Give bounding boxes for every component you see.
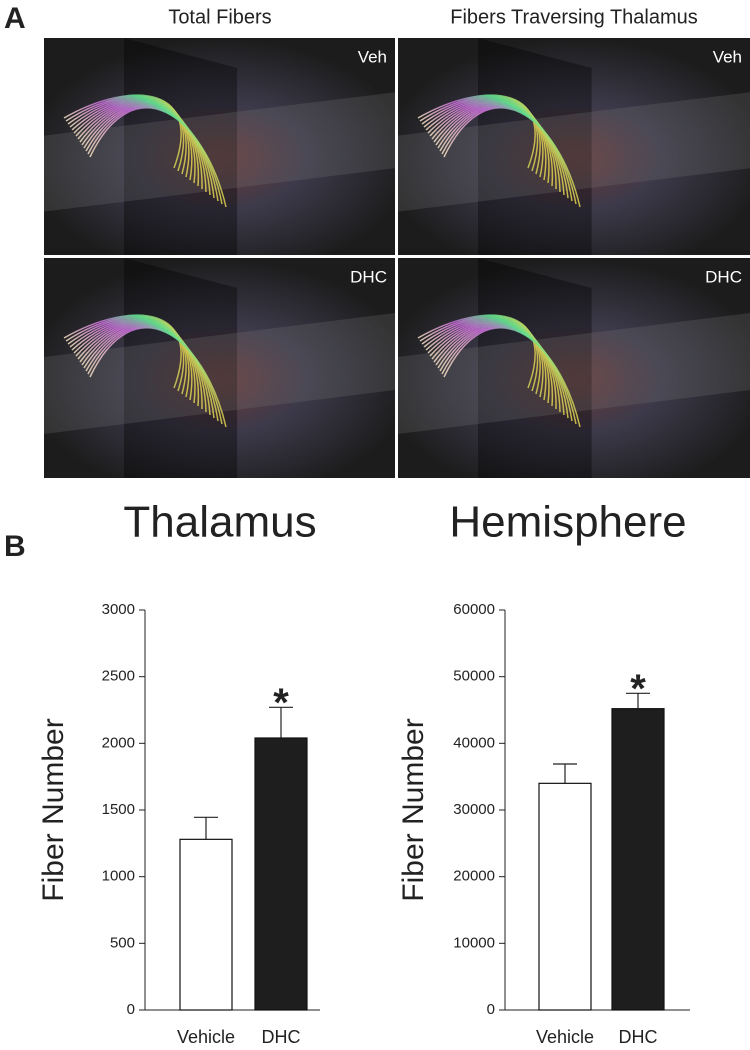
bar (611, 708, 665, 1011)
fiber (77, 321, 203, 410)
fiber (425, 318, 547, 401)
y-tick-label: 2500 (102, 668, 135, 685)
fiber (431, 101, 557, 190)
y-tick-label: 40000 (453, 734, 495, 751)
fiber (65, 95, 185, 172)
y-tick-label: 3000 (102, 601, 135, 618)
condition-label: DHC (705, 267, 742, 286)
brain-image (44, 258, 395, 478)
fiber (75, 100, 200, 187)
fiber (63, 94, 182, 169)
condition-label: Veh (713, 47, 742, 66)
chart-title: Thalamus (123, 498, 316, 547)
fiber (431, 321, 557, 410)
fiber (71, 98, 193, 181)
condition-label: Veh (358, 47, 387, 66)
chart-title: Hemisphere (449, 498, 686, 547)
fiber (443, 327, 581, 428)
fiber (69, 317, 190, 398)
fiber (73, 99, 196, 184)
condition-label: DHC (350, 267, 387, 286)
fiber (421, 96, 541, 175)
plane (44, 313, 395, 434)
panel-label: B (4, 530, 26, 563)
fiber (417, 314, 536, 389)
y-axis-label: Fiber Number (37, 718, 70, 901)
fiber (63, 314, 182, 389)
fiber (71, 318, 193, 401)
y-tick-label: 2000 (102, 734, 135, 751)
fiber (429, 100, 554, 187)
fiber (89, 107, 227, 208)
y-tick-label: 500 (110, 934, 135, 951)
y-tick-label: 0 (127, 1001, 135, 1018)
y-tick-label: 0 (487, 1001, 495, 1018)
bar (179, 838, 233, 1011)
significance-mark: * (273, 681, 289, 725)
x-tick-label: Vehicle (177, 1027, 235, 1047)
fiber (423, 317, 544, 398)
y-tick-label: 30000 (453, 801, 495, 818)
fiber (425, 98, 547, 181)
fiber (421, 316, 541, 395)
fiber (89, 327, 227, 428)
fiber (417, 94, 536, 169)
fiber (75, 320, 200, 407)
fiber (67, 316, 187, 395)
plane (44, 92, 395, 212)
brain-image (398, 258, 750, 478)
image-grid: Veh Veh DHC DHC (44, 38, 750, 478)
fiber (69, 97, 190, 178)
fiber (427, 99, 550, 184)
fiber (443, 107, 581, 208)
column-title: Total Fibers (168, 6, 271, 28)
y-tick-label: 60000 (453, 601, 495, 618)
fiber (423, 97, 544, 178)
fiber (427, 319, 550, 404)
x-tick-label: DHC (619, 1027, 658, 1047)
significance-mark: * (630, 667, 646, 711)
fiber (73, 319, 196, 404)
fiber (67, 96, 187, 175)
x-tick-label: DHC (262, 1027, 301, 1047)
y-axis-label: Fiber Number (397, 718, 430, 901)
fiber (429, 320, 554, 407)
bar (254, 737, 308, 1011)
brain-image (398, 38, 750, 255)
plane (398, 92, 750, 212)
fiber (77, 101, 203, 190)
fiber (419, 95, 539, 172)
x-tick-label: Vehicle (536, 1027, 594, 1047)
y-tick-label: 20000 (453, 868, 495, 885)
y-tick-label: 1500 (102, 801, 135, 818)
plane (398, 313, 750, 434)
bar (538, 782, 592, 1011)
fiber (65, 315, 185, 392)
brain-image (44, 38, 395, 255)
plane (478, 258, 592, 478)
column-title: Fibers Traversing Thalamus (450, 6, 698, 28)
y-tick-label: 50000 (453, 668, 495, 685)
panel-label: A (4, 2, 26, 35)
y-tick-label: 10000 (453, 934, 495, 951)
fiber (419, 315, 539, 392)
y-tick-label: 1000 (102, 868, 135, 885)
